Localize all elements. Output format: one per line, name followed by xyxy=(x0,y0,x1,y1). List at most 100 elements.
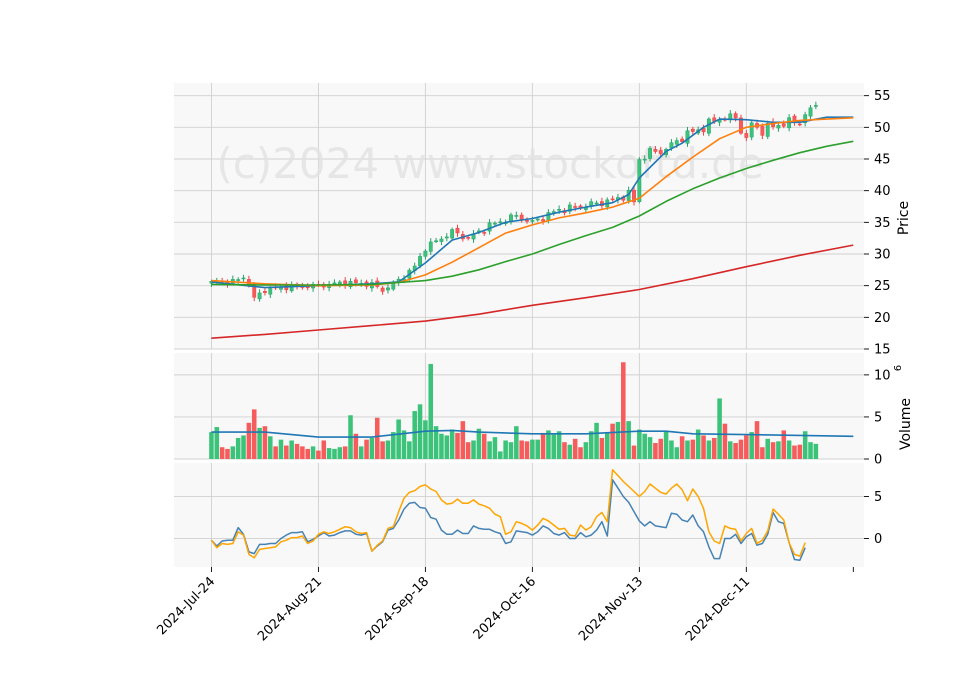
volume-bar xyxy=(402,430,407,459)
price-axis-label: Price xyxy=(896,201,912,235)
volume-bar xyxy=(535,440,540,459)
candle-down xyxy=(574,206,577,207)
candle-down xyxy=(525,220,528,221)
volume-bar xyxy=(744,435,749,459)
volume-bar xyxy=(541,433,546,459)
volume-bar xyxy=(220,447,225,459)
volume-bar xyxy=(712,438,717,459)
volume-bar xyxy=(814,444,819,459)
volume-bar xyxy=(493,437,498,459)
candle-down xyxy=(456,228,459,233)
candle-up xyxy=(643,159,646,160)
volume-bar xyxy=(680,436,685,459)
volume-y-tick-label: 0 xyxy=(874,453,882,468)
candle-up xyxy=(392,283,395,289)
volume-bar xyxy=(707,440,712,459)
candle-up xyxy=(814,105,817,106)
volume-bar xyxy=(391,432,396,459)
candle-up xyxy=(386,288,389,290)
volume-bar xyxy=(503,440,508,459)
volume-bar xyxy=(808,442,813,459)
candle-up xyxy=(269,289,272,295)
oscillator-y-tick-label: 0 xyxy=(874,532,882,547)
candle-up xyxy=(686,131,689,144)
candle-up xyxy=(493,223,496,224)
oscillator-y-tick-label: 5 xyxy=(874,490,882,505)
candle-down xyxy=(659,150,662,153)
volume-bar xyxy=(338,447,343,459)
volume-bar xyxy=(295,444,300,459)
candle-up xyxy=(434,241,437,242)
volume-bar xyxy=(728,441,733,459)
candle-down xyxy=(798,124,801,125)
price-y-tick-label: 40 xyxy=(874,184,891,199)
volume-bar xyxy=(428,364,433,459)
candle-down xyxy=(483,232,486,233)
candle-up xyxy=(590,202,593,206)
volume-axis-label: Volume xyxy=(898,398,914,450)
volume-bar xyxy=(568,445,573,459)
candle-up xyxy=(499,222,502,223)
volume-bar xyxy=(477,429,482,459)
volume-bar xyxy=(482,434,487,459)
panel-price-background xyxy=(174,83,864,349)
volume-bar xyxy=(605,433,610,459)
candle-down xyxy=(611,199,614,200)
price-y-tick-label: 55 xyxy=(874,89,891,104)
volume-bar xyxy=(562,442,567,459)
volume-bar xyxy=(594,423,599,459)
volume-bar xyxy=(396,419,401,459)
volume-bar xyxy=(445,435,450,459)
volume-bar xyxy=(589,431,594,459)
volume-bar xyxy=(487,441,492,459)
volume-bar xyxy=(252,409,257,459)
volume-bar xyxy=(723,424,728,459)
candle-up xyxy=(777,125,780,128)
volume-bar xyxy=(466,442,471,459)
candle-up xyxy=(809,108,812,116)
volume-bar xyxy=(332,449,337,459)
price-y-tick-label: 15 xyxy=(874,343,891,358)
volume-bar xyxy=(653,443,658,459)
volume-bar xyxy=(455,433,460,459)
panel-volume-background xyxy=(174,353,864,459)
volume-bar xyxy=(263,426,268,459)
volume-bar xyxy=(578,447,583,459)
volume-bar xyxy=(792,446,797,459)
volume-bar xyxy=(370,438,375,459)
volume-bar xyxy=(343,446,348,459)
price-y-tick-label: 25 xyxy=(874,279,891,294)
volume-bar xyxy=(621,362,626,459)
candle-up xyxy=(675,141,678,145)
candle-up xyxy=(440,239,443,242)
volume-bar xyxy=(412,411,417,459)
candle-up xyxy=(418,256,421,265)
volume-bar xyxy=(765,439,770,459)
volume-bar xyxy=(610,424,615,459)
candle-up xyxy=(557,209,560,210)
volume-bar xyxy=(241,435,246,459)
candle-up xyxy=(450,230,453,239)
candle-down xyxy=(782,124,785,127)
candle-up xyxy=(670,143,673,148)
volume-bar xyxy=(525,441,530,459)
volume-bar xyxy=(616,422,621,459)
volume-bar xyxy=(519,440,524,459)
volume-bar xyxy=(247,423,252,459)
candle-down xyxy=(691,129,694,131)
volume-bar xyxy=(321,440,326,459)
candle-up xyxy=(488,223,491,231)
volume-bar xyxy=(551,435,556,459)
volume-bar xyxy=(450,430,455,459)
volume-bar xyxy=(573,439,578,459)
x-tick-label: 2024-Dec-11 xyxy=(683,574,753,644)
volume-bar xyxy=(642,434,647,459)
volume-bar xyxy=(749,432,754,459)
candle-up xyxy=(424,251,427,256)
volume-bar xyxy=(359,446,364,459)
volume-bar xyxy=(289,440,294,459)
volume-bar xyxy=(423,420,428,459)
volume-bar xyxy=(669,440,674,459)
volume-bar xyxy=(279,440,284,459)
